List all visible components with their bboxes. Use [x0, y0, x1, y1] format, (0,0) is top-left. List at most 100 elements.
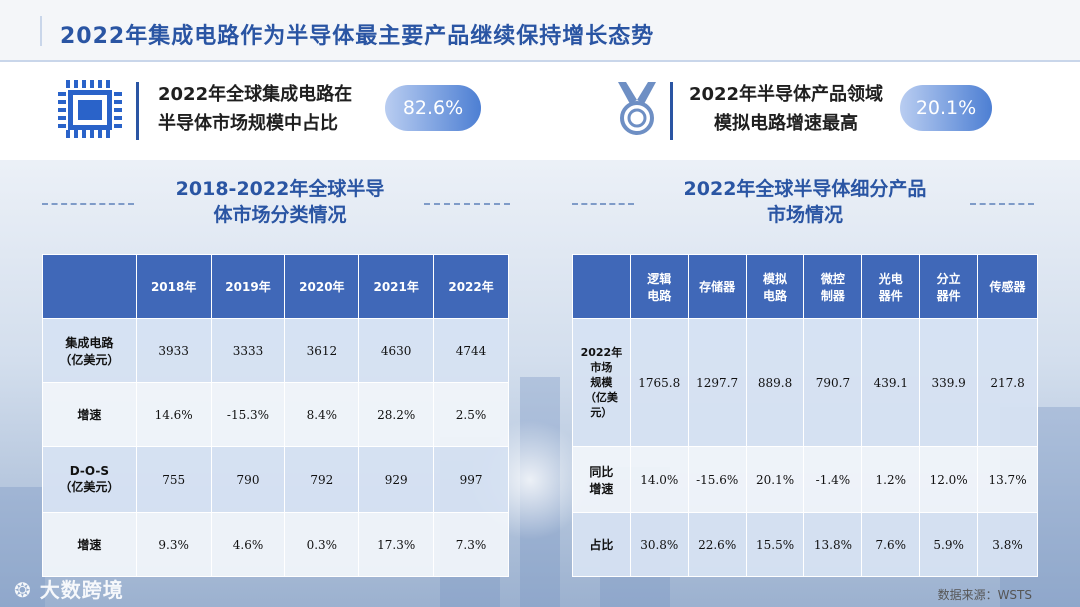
left-col-header: 2019年	[210, 254, 286, 319]
table-cell: 9.3%	[135, 512, 212, 577]
title-accent-mark	[40, 16, 42, 46]
right-table-corner	[572, 254, 631, 319]
table-row: 2022年 市场 规模 （亿美 元） 1765.8 1297.7 889.8 790.7…	[572, 318, 1038, 447]
right-section-title: 2022年全球半导体细分产品 市场情况	[655, 176, 955, 228]
right-col-header: 微控 制器	[803, 254, 863, 319]
table-row: 增速 14.6% -15.3% 8.4% 28.2% 2.5%	[42, 382, 509, 447]
table-cell: 4744	[433, 318, 509, 383]
left-section-title-line1: 2018-2022年全球半导	[175, 178, 385, 200]
right-section-title-line1: 2022年全球半导体细分产品	[683, 178, 927, 200]
table-cell: 1765.8	[629, 318, 689, 447]
right-col-header: 传感器	[977, 254, 1038, 319]
kpi-2-line2: 模拟电路增速最高	[714, 113, 858, 134]
right-col-header: 分立 器件	[919, 254, 979, 319]
table-cell: 790	[210, 446, 286, 513]
kpi-2-value: 20.1%	[900, 85, 992, 131]
kpi-1-line1: 2022年全球集成电路在	[158, 84, 353, 105]
row-header: 增速	[42, 512, 137, 577]
watermark-text: 大数跨境	[39, 578, 124, 602]
table-cell: 2.5%	[433, 382, 509, 447]
kpi-2-accent-bar	[670, 82, 673, 140]
kpi-1-line2: 半导体市场规模中占比	[158, 113, 338, 134]
table-cell: 997	[433, 446, 509, 513]
kpi-1-value: 82.6%	[385, 85, 481, 131]
table-cell: 4630	[358, 318, 435, 383]
row-header: 同比 增速	[572, 446, 631, 513]
left-section-title-line2: 体市场分类情况	[213, 204, 347, 226]
row-header: 集成电路 （亿美元）	[42, 318, 137, 383]
table-row: 集成电路 （亿美元） 3933 3333 3612 4630 4744	[42, 318, 509, 383]
table-cell: 1.2%	[861, 446, 921, 513]
kpi-2-line1: 2022年半导体产品领域	[688, 84, 884, 105]
table-cell: 8.4%	[284, 382, 360, 447]
right-segment-table: 逻辑 电路 存储器 模拟 电路 微控 制器 光电 器件 分立 器件 传感器 2022年 市场…	[572, 254, 1038, 577]
left-col-header: 2022年	[433, 254, 509, 319]
table-cell: 30.8%	[629, 512, 689, 577]
table-cell: 792	[284, 446, 360, 513]
table-cell: 755	[135, 446, 212, 513]
right-col-header: 存储器	[687, 254, 747, 319]
table-cell: 3933	[135, 318, 212, 383]
table-cell: -1.4%	[803, 446, 863, 513]
left-table-corner	[42, 254, 137, 319]
table-cell: 4.6%	[210, 512, 286, 577]
table-cell: 790.7	[803, 318, 863, 447]
table-cell: 1297.7	[687, 318, 747, 447]
table-cell: 7.6%	[861, 512, 921, 577]
title-divider	[0, 60, 1080, 62]
kpi-2-text: 2022年半导体产品领域 模拟电路增速最高	[682, 80, 890, 138]
left-col-header: 2021年	[358, 254, 435, 319]
table-cell: 22.6%	[687, 512, 747, 577]
left-market-table: 2018年 2019年 2020年 2021年 2022年 集成电路 （亿美元） …	[42, 254, 509, 577]
table-cell: 889.8	[745, 318, 805, 447]
table-cell: 28.2%	[358, 382, 435, 447]
medal-icon	[618, 82, 656, 135]
table-cell: 17.3%	[358, 512, 435, 577]
right-title-dash-left	[572, 203, 634, 205]
kpi-1-accent-bar	[136, 82, 139, 140]
data-source: 数据来源：WSTS	[937, 588, 1032, 602]
left-section-title: 2018-2022年全球半导 体市场分类情况	[150, 176, 410, 228]
left-col-header: 2020年	[284, 254, 360, 319]
table-cell: -15.3%	[210, 382, 286, 447]
table-cell: 13.8%	[803, 512, 863, 577]
watermark-logo: ❂ 大数跨境	[14, 574, 124, 603]
watermark-icon: ❂	[14, 578, 40, 602]
page-title: 2022年集成电路作为半导体最主要产品继续保持增长态势	[60, 24, 655, 49]
table-cell: 929	[358, 446, 435, 513]
table-row: D-O-S （亿美元） 755 790 792 929 997	[42, 446, 509, 513]
table-cell: 20.1%	[745, 446, 805, 513]
table-cell: 13.7%	[977, 446, 1038, 513]
row-header: 2022年 市场 规模 （亿美 元）	[572, 318, 631, 447]
table-cell: 3612	[284, 318, 360, 383]
table-row: 占比 30.8% 22.6% 15.5% 13.8% 7.6% 5.9% 3.8…	[572, 512, 1038, 577]
table-cell: -15.6%	[687, 446, 747, 513]
table-cell: 217.8	[977, 318, 1038, 447]
table-cell: 14.6%	[135, 382, 212, 447]
table-cell: 0.3%	[284, 512, 360, 577]
table-cell: 5.9%	[919, 512, 979, 577]
table-cell: 14.0%	[629, 446, 689, 513]
table-row: 增速 9.3% 4.6% 0.3% 17.3% 7.3%	[42, 512, 509, 577]
table-cell: 7.3%	[433, 512, 509, 577]
kpi-1-text: 2022年全球集成电路在 半导体市场规模中占比	[158, 80, 352, 138]
table-cell: 12.0%	[919, 446, 979, 513]
row-header: 增速	[42, 382, 137, 447]
right-col-header: 光电 器件	[861, 254, 921, 319]
right-title-dash-right	[970, 203, 1034, 205]
table-cell: 15.5%	[745, 512, 805, 577]
table-cell: 3.8%	[977, 512, 1038, 577]
left-title-dash-left	[42, 203, 134, 205]
right-col-header: 模拟 电路	[745, 254, 805, 319]
table-cell: 439.1	[861, 318, 921, 447]
right-col-header: 逻辑 电路	[629, 254, 689, 319]
table-cell: 339.9	[919, 318, 979, 447]
right-section-title-line2: 市场情况	[766, 204, 843, 226]
left-title-dash-right	[424, 203, 510, 205]
chip-icon	[58, 80, 122, 138]
row-header: D-O-S （亿美元）	[42, 446, 137, 513]
table-cell: 3333	[210, 318, 286, 383]
left-col-header: 2018年	[135, 254, 212, 319]
table-row: 同比 增速 14.0% -15.6% 20.1% -1.4% 1.2% 12.0%…	[572, 446, 1038, 513]
